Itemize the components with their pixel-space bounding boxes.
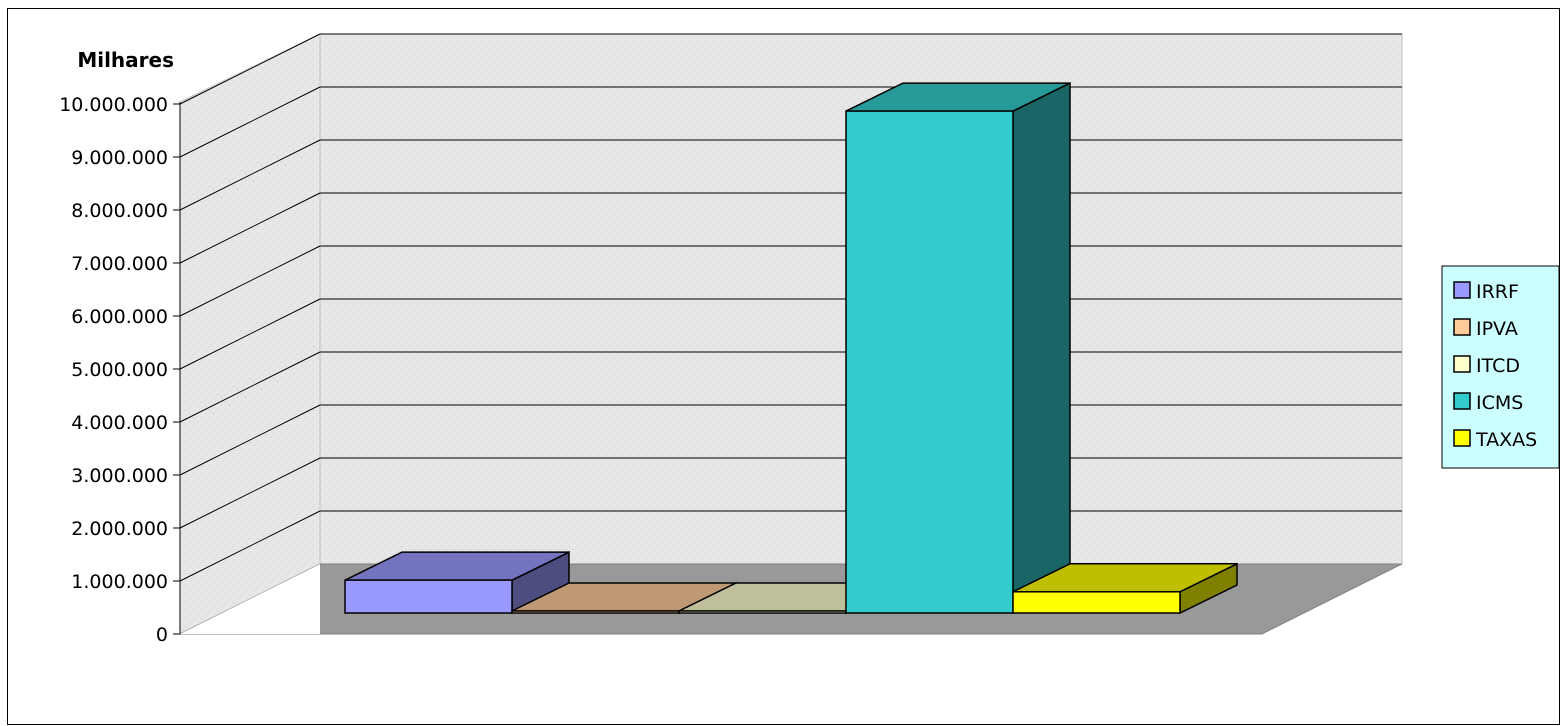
legend-swatch	[1453, 429, 1471, 447]
bar-front	[511, 610, 680, 614]
legend-label: ICMS	[1476, 392, 1523, 414]
legend: IRRF IPVA ITCD ICMS TAXAS	[1441, 265, 1560, 469]
legend-item-irrf: IRRF	[1453, 281, 1519, 303]
y-axis-unit-label: Milhares	[77, 48, 174, 72]
bar-icms	[845, 81, 1071, 615]
y-tick-label: 2.000.000	[71, 518, 168, 540]
legend-item-ipva: IPVA	[1453, 318, 1518, 340]
chart-walls	[179, 33, 1403, 635]
legend-label: IPVA	[1476, 318, 1518, 340]
bar-front	[845, 110, 1014, 614]
legend-label: IRRF	[1476, 281, 1519, 303]
legend-swatch	[1453, 392, 1471, 410]
y-tick-label: 7.000.000	[71, 253, 168, 275]
bar-front	[344, 579, 513, 614]
y-tick-label: 0	[156, 624, 168, 646]
bar-irrf	[344, 550, 570, 615]
gridline-left	[179, 510, 321, 582]
bar-front	[1012, 591, 1181, 614]
legend-item-itcd: ITCD	[1453, 355, 1520, 377]
y-tick-label: 10.000.000	[59, 94, 168, 116]
y-tick-label: 1.000.000	[71, 571, 168, 593]
gridline-left	[179, 351, 321, 423]
y-axis: Milhares 0 1.000.000 2.000.000 3.000.000 4.0…	[59, 48, 181, 646]
y-tick-label: 8.000.000	[71, 200, 168, 222]
bar-front	[678, 610, 847, 614]
legend-item-icms: ICMS	[1453, 392, 1523, 414]
legend-swatch	[1453, 355, 1471, 373]
gridline-left	[179, 139, 321, 211]
gridline-left	[179, 457, 321, 529]
bars	[344, 81, 1238, 615]
legend-item-taxas: TAXAS	[1453, 429, 1537, 451]
legend-label: TAXAS	[1475, 429, 1537, 451]
legend-swatch	[1453, 318, 1471, 336]
y-tick-label: 9.000.000	[71, 147, 168, 169]
gridline-left	[179, 298, 321, 370]
y-tick-label: 5.000.000	[71, 359, 168, 381]
gridline-left	[179, 86, 321, 158]
y-tick-label: 6.000.000	[71, 306, 168, 328]
floor-front-edge	[180, 564, 320, 634]
gridline-left	[179, 245, 321, 317]
bar-side	[1012, 81, 1071, 615]
gridline-left	[179, 404, 321, 476]
y-tick-label: 4.000.000	[71, 412, 168, 434]
gridline-left	[179, 192, 321, 264]
bar-taxas	[1012, 562, 1238, 615]
y-tick-label: 3.000.000	[71, 465, 168, 487]
legend-swatch	[1453, 281, 1471, 299]
gridline-left	[179, 33, 321, 105]
legend-label: ITCD	[1476, 355, 1520, 377]
